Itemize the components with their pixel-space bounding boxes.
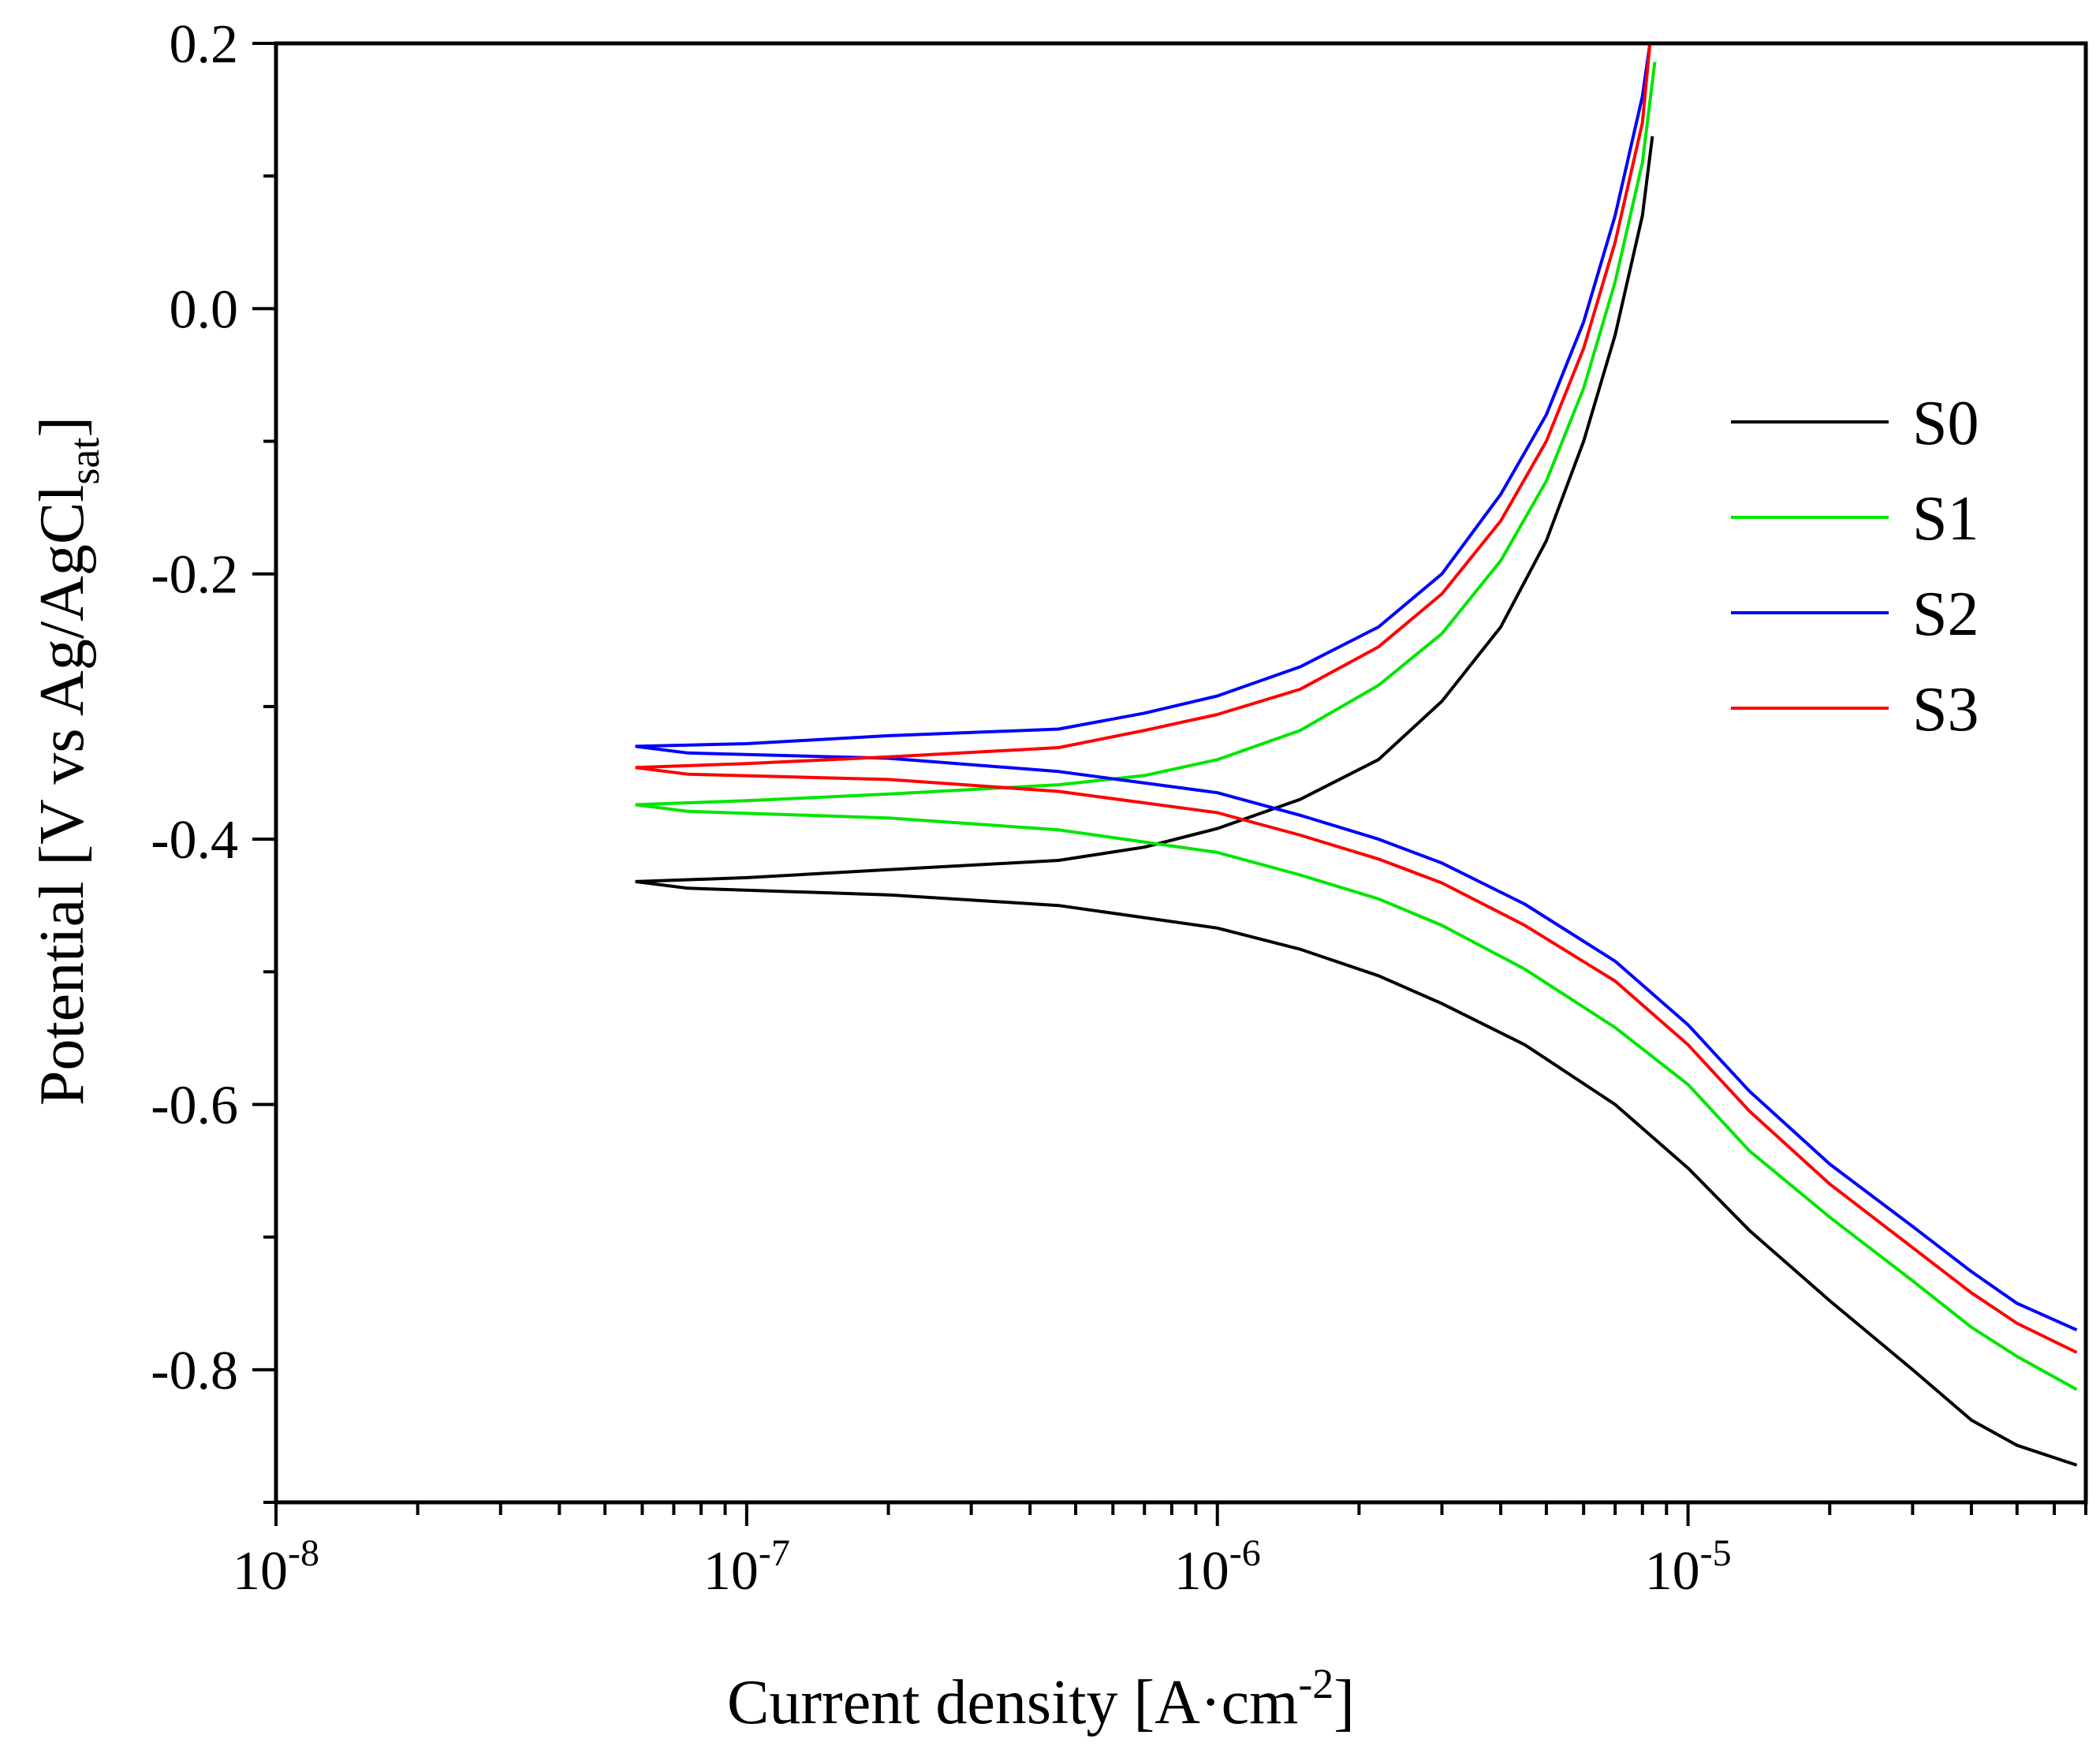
x-tick-label: 10-8 (233, 1532, 319, 1602)
x-tick-exponent: -7 (759, 1532, 790, 1574)
x-tick-exponent: -8 (288, 1532, 319, 1574)
x-axis-label-superscript: -2 (1298, 1660, 1333, 1707)
series-line-s3-anodic (635, 43, 1652, 770)
x-tick-exponent: -5 (1700, 1532, 1732, 1574)
legend-label-s1: S1 (1912, 484, 1979, 554)
y-axis-label-text: Potential [V vs Ag/AgCl (28, 485, 97, 1106)
x-axis: 10-8 10-7 10-6 10-5 (233, 1502, 2087, 1602)
legend-label-s2: S2 (1912, 580, 1979, 649)
x-tick-base: 10 (1174, 1541, 1229, 1602)
plot-lines (635, 43, 2078, 1467)
y-tick-label: -0.4 (151, 810, 238, 871)
series-line-s3-cathodic (635, 766, 2078, 1354)
x-axis-label: Current density [A·cm-2] (727, 1660, 1355, 1737)
x-tick-label: 10-6 (1174, 1532, 1261, 1602)
y-axis-label-subscript: sat (61, 438, 108, 485)
series-line-s0-cathodic (635, 879, 2078, 1467)
x-tick-label: 10-7 (703, 1532, 790, 1602)
y-axis-label: Potential [V vs Ag/AgClsat] (28, 416, 108, 1106)
series-line-s1-anodic (635, 62, 1657, 807)
plot-frame (274, 41, 2088, 1505)
y-axis-label-suffix: ] (28, 416, 97, 438)
x-tick-base: 10 (233, 1541, 288, 1602)
series-line-s2-cathodic (635, 744, 2078, 1332)
y-axis: 0.2 0.0 -0.2 -0.4 -0.6 -0.8 (151, 14, 276, 1504)
series-line-s1-cathodic (635, 803, 2078, 1391)
y-tick-label: 0.0 (170, 279, 239, 340)
y-tick-label: -0.2 (151, 545, 238, 606)
x-axis-label-text: Current density [A·cm (727, 1668, 1298, 1737)
y-tick-label: -0.8 (151, 1341, 238, 1401)
series-line-s2-anodic (635, 43, 1652, 748)
y-tick-label: -0.6 (151, 1075, 238, 1136)
y-tick-label: 0.2 (170, 14, 239, 75)
x-tick-base: 10 (1645, 1541, 1700, 1602)
x-axis-label-suffix: ] (1333, 1668, 1355, 1737)
x-tick-base: 10 (703, 1541, 759, 1602)
x-tick-exponent: -6 (1229, 1532, 1261, 1574)
legend-label-s0: S0 (1912, 389, 1979, 458)
x-tick-label: 10-5 (1645, 1532, 1732, 1602)
legend-label-s3: S3 (1912, 675, 1979, 744)
series-line-s0-anodic (635, 136, 1654, 883)
legend: S0 S1 S2 S3 (1731, 389, 1979, 744)
